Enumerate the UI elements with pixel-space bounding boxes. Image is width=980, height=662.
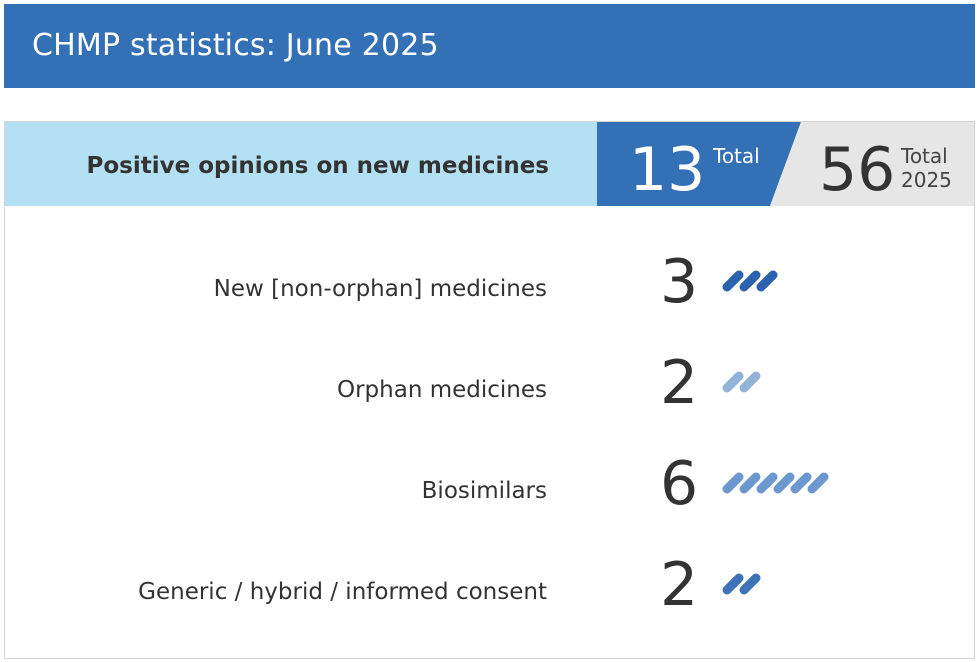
year-total-value: 56 [819, 135, 896, 205]
table-row: New [non-orphan] medicines 3 [5, 232, 974, 317]
row-marks [722, 270, 778, 292]
count-mark [722, 472, 744, 494]
month-total-label: Total [713, 144, 760, 168]
count-mark [722, 573, 744, 595]
row-value: 6 [660, 449, 699, 519]
count-mark [722, 270, 744, 292]
table-row: Biosimilars 6 [5, 434, 974, 519]
count-mark [756, 270, 778, 292]
row-label: Generic / hybrid / informed consent [138, 579, 547, 605]
row-marks [722, 472, 829, 494]
year-total-cell [770, 122, 974, 206]
header-label: Positive opinions on new medicines [86, 153, 550, 179]
row-label: Biosimilars [421, 478, 547, 504]
count-mark [739, 371, 761, 393]
header-total-cells [597, 122, 974, 206]
year-total-label: Total 2025 [901, 144, 952, 192]
header-row: Positive opinions on new medicines 13 To… [5, 122, 974, 206]
page-title: CHMP statistics: June 2025 [4, 4, 975, 88]
year-total-label-line1: Total [901, 144, 948, 168]
stats-panel: Positive opinions on new medicines 13 To… [4, 121, 975, 659]
table-row: Orphan medicines 2 [5, 333, 974, 418]
count-mark [739, 472, 761, 494]
count-mark [722, 371, 744, 393]
row-marks [722, 573, 761, 595]
year-total-label-line2: 2025 [901, 168, 952, 192]
count-mark [756, 472, 778, 494]
count-mark [773, 472, 795, 494]
count-mark [807, 472, 829, 494]
month-total-cell [597, 122, 801, 206]
row-value: 2 [660, 550, 699, 620]
month-total-value: 13 [629, 135, 706, 205]
row-label: New [non-orphan] medicines [213, 276, 547, 302]
row-label: Orphan medicines [336, 377, 547, 403]
count-mark [790, 472, 812, 494]
count-mark [739, 270, 761, 292]
count-mark [739, 573, 761, 595]
row-marks [722, 371, 761, 393]
table-row: Generic / hybrid / informed consent 2 [5, 535, 974, 620]
header-label-cell: Positive opinions on new medicines [5, 122, 597, 206]
row-value: 3 [660, 247, 699, 317]
row-value: 2 [660, 348, 699, 418]
